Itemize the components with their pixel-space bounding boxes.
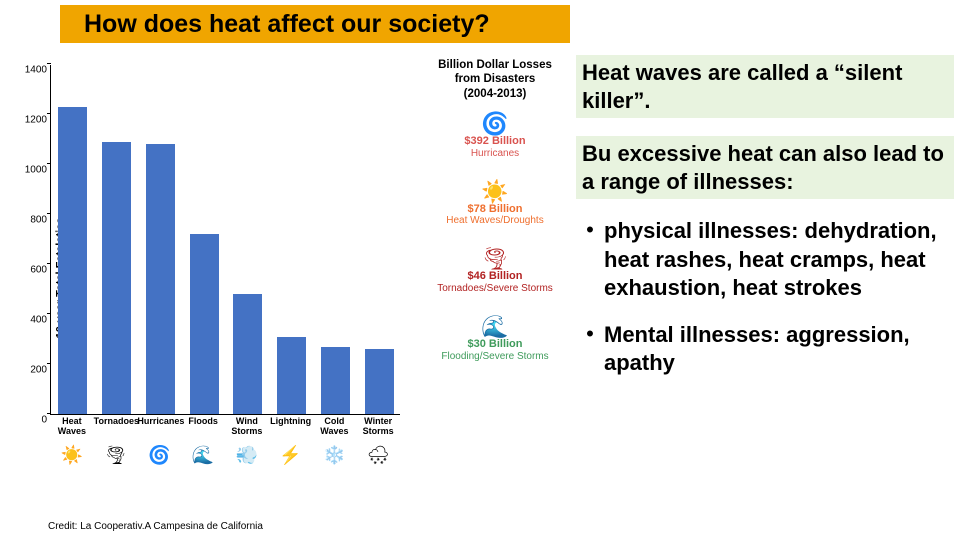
y-tick-label: 1200 xyxy=(17,115,47,126)
bar xyxy=(277,337,306,415)
y-tick-label: 0 xyxy=(17,415,47,426)
y-tick-mark xyxy=(47,63,51,64)
y-tick-label: 800 xyxy=(17,215,47,226)
y-tick-label: 600 xyxy=(17,265,47,276)
x-tick-label: Wind Storms xyxy=(225,417,269,437)
bullet-marker: • xyxy=(576,321,604,378)
y-tick-mark xyxy=(47,213,51,214)
bar xyxy=(146,144,175,414)
y-tick-label: 200 xyxy=(17,365,47,376)
bar xyxy=(233,294,262,414)
text-summary: Heat waves are called a “silent killer”.… xyxy=(576,55,954,505)
bar xyxy=(102,142,131,415)
category-icon: 🌊 xyxy=(181,445,225,466)
loss-item: 🌊$30 BillionFlooding/Severe Storms xyxy=(420,316,570,362)
category-icon: 💨 xyxy=(225,445,269,466)
credit-line: Credit: La Cooperativ.A Campesina de Cal… xyxy=(48,521,263,532)
loss-icon: 🌪 xyxy=(420,248,570,270)
bullet-text: Mental illnesses: aggression, apathy xyxy=(604,321,954,378)
bullet-item: • physical illnesses: dehydration, heat … xyxy=(576,217,954,303)
bullet-text: physical illnesses: dehydration, heat ra… xyxy=(604,217,954,303)
y-tick-mark xyxy=(47,113,51,114)
chart-plot-area: 0200400600800100012001400 xyxy=(50,65,400,415)
loss-icon: 🌊 xyxy=(420,316,570,338)
losses-title: Billion Dollar Losses from Disasters (20… xyxy=(420,58,570,101)
losses-title-line: from Disasters xyxy=(420,72,570,86)
highlight-paragraph: Heat waves are called a “silent killer”. xyxy=(576,55,954,118)
loss-amount: $392 Billion xyxy=(420,135,570,148)
loss-amount: $30 Billion xyxy=(420,338,570,351)
losses-title-line: Billion Dollar Losses xyxy=(420,58,570,72)
loss-item: 🌀$392 BillionHurricanes xyxy=(420,113,570,159)
category-icon: 🌀 xyxy=(137,445,181,466)
x-tick-label: Tornadoes xyxy=(94,417,138,427)
loss-category: Tornadoes/Severe Storms xyxy=(420,283,570,294)
highlight-paragraph: Bu excessive heat can also lead to a ran… xyxy=(576,136,954,199)
loss-item: 🌪$46 BillionTornadoes/Severe Storms xyxy=(420,248,570,294)
category-icon: ⚡ xyxy=(269,445,313,466)
y-tick-mark xyxy=(47,163,51,164)
x-tick-label: Winter Storms xyxy=(356,417,400,437)
y-tick-mark xyxy=(47,313,51,314)
title-bar: How does heat affect our society? xyxy=(60,5,570,43)
loss-amount: $46 Billion xyxy=(420,270,570,283)
bullet-marker: • xyxy=(576,217,604,303)
y-tick-mark xyxy=(47,413,51,414)
loss-icon: ☀️ xyxy=(420,181,570,203)
category-icon: ❄️ xyxy=(312,445,356,466)
loss-category: Heat Waves/Droughts xyxy=(420,215,570,226)
loss-icon: 🌀 xyxy=(420,113,570,135)
y-tick-mark xyxy=(47,363,51,364)
x-tick-label: Hurricanes xyxy=(137,417,181,427)
loss-item: ☀️$78 BillionHeat Waves/Droughts xyxy=(420,181,570,227)
bar xyxy=(321,347,350,415)
y-tick-label: 400 xyxy=(17,315,47,326)
losses-title-line: (2004-2013) xyxy=(420,87,570,101)
page-title: How does heat affect our society? xyxy=(84,10,490,39)
category-icon: 🌨 xyxy=(356,445,400,466)
bullet-item: • Mental illnesses: aggression, apathy xyxy=(576,321,954,378)
loss-amount: $78 Billion xyxy=(420,203,570,216)
bar xyxy=(58,107,87,415)
loss-category: Flooding/Severe Storms xyxy=(420,351,570,362)
fatalities-chart: 10-year Total Fatalaties 020040060080010… xyxy=(8,55,408,500)
category-icon: 🌪 xyxy=(94,445,138,466)
y-tick-label: 1000 xyxy=(17,165,47,176)
losses-panel: Billion Dollar Losses from Disasters (20… xyxy=(420,58,570,488)
bar xyxy=(190,234,219,414)
bar xyxy=(365,349,394,414)
loss-category: Hurricanes xyxy=(420,148,570,159)
y-tick-mark xyxy=(47,263,51,264)
x-tick-label: Floods xyxy=(181,417,225,427)
x-tick-label: Lightning xyxy=(269,417,313,427)
category-icon: ☀️ xyxy=(50,445,94,466)
x-tick-label: Cold Waves xyxy=(312,417,356,437)
y-tick-label: 1400 xyxy=(17,65,47,76)
x-tick-label: Heat Waves xyxy=(50,417,94,437)
